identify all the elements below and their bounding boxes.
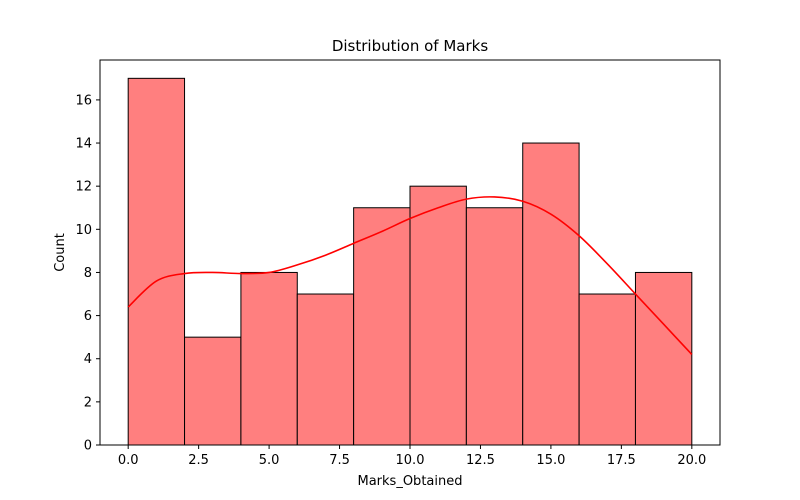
histogram-bar — [127, 77, 186, 446]
x-tick-label: 7.5 — [329, 453, 350, 468]
y-tick-label: 10 — [75, 223, 92, 238]
x-ticks-group: 0.0 2.5 5.0 7.5 10.0 12.5 15.0 17.5 20.0 — [118, 445, 706, 468]
y-tick-label: 14 — [75, 137, 92, 152]
x-axis-label: Marks_Obtained — [358, 474, 463, 489]
chart-title: Distribution of Marks — [332, 37, 488, 55]
y-tick-label: 8 — [84, 266, 92, 281]
y-tick-label: 6 — [84, 309, 92, 324]
histogram-bar — [578, 293, 636, 446]
x-tick-label: 12.5 — [466, 453, 495, 468]
histogram-bar — [522, 142, 580, 446]
x-tick-label: 10.0 — [396, 453, 425, 468]
y-axis-label: Count — [53, 233, 68, 272]
bars-group — [127, 77, 693, 446]
y-tick-label: 16 — [75, 93, 92, 108]
histogram-bar — [409, 185, 467, 446]
x-tick-label: 17.5 — [607, 453, 636, 468]
histogram-bar — [240, 271, 298, 446]
y-tick-label: 12 — [75, 180, 92, 195]
histogram-bar — [634, 271, 693, 446]
x-tick-label: 20.0 — [677, 453, 706, 468]
histogram-bar — [353, 207, 411, 446]
x-tick-label: 2.5 — [188, 453, 209, 468]
kde-group — [127, 196, 693, 355]
histogram-bar — [296, 293, 355, 446]
histogram-bar — [465, 207, 524, 446]
kde-line — [127, 196, 693, 355]
x-tick-label: 5.0 — [259, 453, 280, 468]
y-tick-label: 0 — [84, 439, 92, 454]
y-tick-label: 4 — [84, 352, 92, 367]
y-ticks-group: 0 2 4 6 8 10 12 14 16 — [75, 93, 100, 454]
x-tick-label: 0.0 — [118, 453, 139, 468]
y-tick-label: 2 — [84, 395, 92, 410]
histogram-bar — [184, 336, 242, 446]
x-tick-label: 15.0 — [536, 453, 565, 468]
